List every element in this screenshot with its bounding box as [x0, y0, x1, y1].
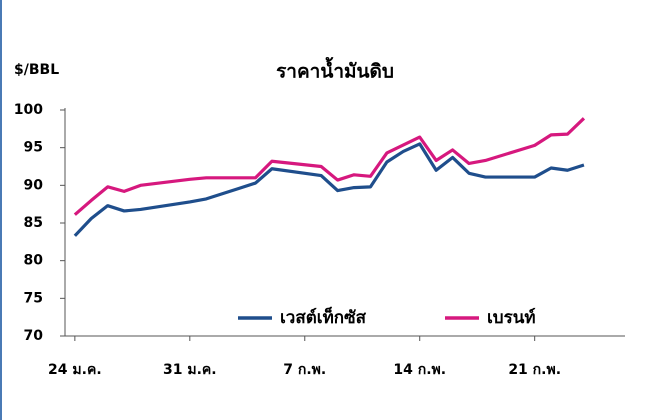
legend-label: เบรนท์: [487, 307, 536, 328]
x-tick-label: 7 ก.พ.: [283, 362, 326, 378]
x-tick-label: 21 ก.พ.: [508, 362, 561, 378]
x-tick-label: 14 ก.พ.: [393, 362, 446, 378]
series-line: [73, 117, 586, 216]
y-tick-label: 75: [24, 290, 43, 306]
x-tick-label: 31 ม.ค.: [163, 362, 217, 378]
y-axis-label: $/BBL: [14, 62, 59, 78]
chart-title: ราคาน้ำมันดิบ: [276, 57, 394, 83]
y-tick-label: 90: [24, 177, 44, 193]
series-line: [73, 142, 585, 237]
y-tick-label: 100: [14, 102, 43, 118]
x-tick-label: 24 ม.ค.: [48, 362, 102, 378]
y-tick-label: 70: [24, 328, 44, 344]
legend-label: เวสต์เท็กซัส: [280, 305, 367, 328]
y-tick-label: 85: [24, 215, 43, 231]
y-tick-label: 80: [24, 253, 44, 269]
y-tick-label: 95: [24, 140, 43, 156]
